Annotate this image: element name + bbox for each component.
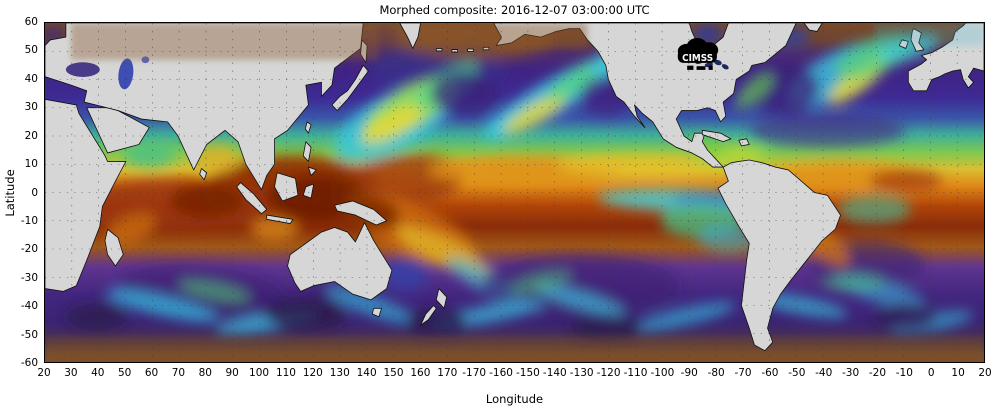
caspian-sea [118, 58, 134, 90]
land-cuba [701, 129, 732, 143]
y-tick-label: 30 [24, 101, 38, 114]
x-tick-label: -60 [761, 367, 779, 379]
land-hispaniola [738, 138, 750, 147]
x-tick-label: 50 [117, 367, 132, 379]
x-tick-label: 80 [198, 367, 212, 379]
land-south-america [717, 159, 841, 352]
logo-cloud [677, 49, 717, 63]
x-tick-label: 120 [302, 367, 323, 379]
x-tick-label: -160 [489, 367, 513, 379]
x-tick-label: 0 [927, 367, 935, 379]
x-tick-label: 170 [437, 367, 458, 379]
cimss-logo: CIMSS [677, 37, 719, 70]
land-kamchatka [399, 23, 421, 49]
land-taiwan [304, 121, 312, 134]
land-greenland-tip [803, 23, 823, 32]
x-tick-label: 20 [978, 367, 992, 379]
great-lakes [714, 59, 722, 66]
x-tick-label: 20 [37, 367, 51, 379]
land-tasmania [371, 307, 382, 318]
x-tick-label: 130 [329, 367, 350, 379]
logo-text: CIMSS [682, 53, 713, 64]
x-tick-label: 100 [249, 367, 270, 379]
x-tick-label: -10 [895, 367, 913, 379]
land-borneo [274, 172, 299, 202]
x-tick-label: -90 [680, 367, 698, 379]
y-tick-label: -10 [20, 214, 38, 227]
land-luzon [302, 141, 312, 162]
x-tick-label: -30 [841, 367, 860, 379]
land-sulawesi [302, 183, 315, 199]
x-tick-label: -170 [462, 367, 487, 379]
bottom-dry-band [45, 336, 984, 362]
land-japan [331, 64, 369, 111]
x-tick-label: -20 [868, 367, 887, 379]
x-tick-label: -130 [569, 367, 594, 379]
x-tick-label: 110 [275, 367, 296, 379]
land-north-america [493, 23, 797, 168]
logo-mark [687, 65, 694, 70]
great-lakes [721, 64, 729, 70]
land-sumatra [236, 182, 268, 215]
logo-mark [696, 66, 706, 70]
x-tick-label: -150 [516, 367, 540, 379]
land-australia [287, 222, 393, 301]
x-tick-label: -50 [788, 367, 806, 379]
y-tick-label: 20 [24, 129, 38, 142]
x-tick-label: -110 [623, 367, 648, 379]
grid-lines [45, 23, 984, 362]
x-tick-label: 30 [64, 367, 78, 379]
y-tick-label: -20 [20, 243, 38, 256]
land-africa-east [45, 98, 127, 292]
land-madagascar [104, 228, 124, 267]
world-tpw-map: CIMSS [45, 23, 984, 362]
y-tick-label: 0 [31, 186, 38, 199]
aleutian-islands [451, 49, 459, 53]
land-nz-north [435, 288, 448, 309]
x-tick-label: 160 [410, 367, 431, 379]
y-axis-ticks: 60 50 40 30 20 10 0 -10 -20 -30 -40 -50 -60 [0, 16, 41, 369]
aleutian-islands [467, 48, 474, 52]
x-tick-label: -80 [707, 367, 725, 379]
x-tick-label: -70 [734, 367, 752, 379]
land-nz-south [420, 305, 437, 326]
y-tick-label: 50 [24, 44, 38, 57]
y-tick-label: 60 [24, 16, 38, 28]
y-tick-label: -40 [20, 300, 38, 313]
x-tick-label: 60 [144, 367, 159, 379]
y-tick-label: -30 [20, 271, 38, 284]
black-sea [65, 62, 100, 77]
y-tick-label: -60 [20, 357, 38, 369]
y-tick-label: 10 [24, 158, 38, 171]
aleutian-islands [435, 48, 443, 52]
x-tick-label: 140 [356, 367, 377, 379]
y-tick-label: -50 [20, 328, 38, 341]
land-masses [45, 23, 984, 352]
x-tick-label: 40 [91, 367, 105, 379]
x-axis-title: Longitude [485, 392, 544, 406]
x-tick-label: -120 [596, 367, 621, 379]
land-mindanao [308, 166, 317, 176]
plot-title: Morphed composite: 2016-12-07 03:00:00 U… [379, 3, 650, 17]
land-new-guinea [334, 200, 388, 226]
plot-area: CIMSS [44, 22, 985, 363]
land-sri-lanka [199, 168, 208, 181]
x-tick-label: -40 [815, 367, 833, 379]
logo-mark [708, 65, 713, 70]
x-tick-label: -140 [542, 367, 567, 379]
x-tick-label: 90 [225, 367, 239, 379]
x-tick-label: 150 [383, 367, 404, 379]
x-axis-ticks: 20 30 40 50 60 70 80 90 100 110 120 130 140 150 160 170… [37, 367, 991, 380]
x-tick-label: -100 [650, 367, 675, 379]
x-tick-label: 70 [171, 367, 186, 379]
x-tick-label: 10 [951, 367, 965, 379]
y-tick-label: 40 [24, 72, 38, 85]
top-land-tint [71, 23, 984, 60]
